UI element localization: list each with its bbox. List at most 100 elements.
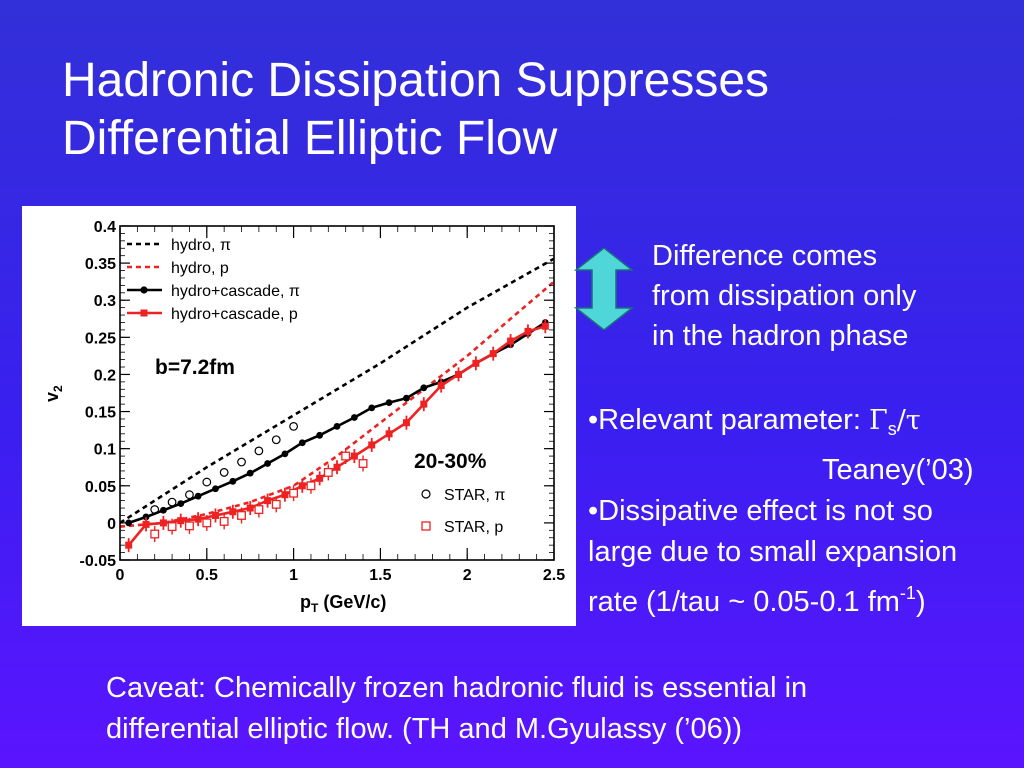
elliptic-flow-chart: -0.05 0 0.05 0.1 0.15 0.2 0.25 0.3 0.35 0.4 0 0.5 1 1…: [22, 206, 576, 626]
bullet-2-line-2: large due to small expansion: [588, 536, 958, 568]
x-tick-label: 1.5: [369, 567, 391, 584]
difference-note: Difference comes from dissipation only i…: [652, 236, 1022, 356]
star-pi-point: [202, 477, 212, 487]
star-pi-point: [271, 435, 281, 445]
y-tick-label: -0.05: [80, 553, 117, 570]
hydro-cascade-p-point: [159, 519, 167, 527]
impact-parameter-label: b=7.2fm: [155, 356, 235, 379]
difference-note-line-3: in the hadron phase: [652, 320, 909, 352]
star-pi-point: [150, 505, 160, 514]
y-tick-label: 0: [107, 516, 116, 533]
y-axis-label-main: v: [42, 392, 62, 402]
x-tick-label: 0.5: [196, 567, 218, 584]
hydro-cascade-pi-point: [246, 469, 254, 477]
double-headed-arrow-icon: [574, 248, 634, 330]
star-pi-point: [185, 490, 194, 500]
y-tick-label: 0.15: [85, 405, 116, 422]
teaney-citation: Teaney(’03): [822, 454, 974, 486]
legend-marker: [421, 521, 431, 531]
hydro-cascade-p-point: [298, 482, 306, 490]
hydro-cascade-p-point: [524, 327, 532, 335]
hydro-cascade-p-point: [177, 517, 185, 525]
hydro-cascade-p-point: [125, 541, 133, 549]
star-p-point: [219, 516, 229, 526]
difference-note-line-1: Difference comes: [652, 240, 878, 272]
hydro-cascade-p-point: [194, 515, 202, 523]
hydro-cascade-p-point: [229, 508, 237, 516]
gamma-symbol: Γ: [868, 405, 888, 436]
hydro-cascade-pi-point: [160, 506, 167, 514]
star-pi-point: [167, 497, 177, 507]
x-axis-label: pT (GeV/c): [300, 592, 386, 615]
bullet-1-text: Relevant parameter:: [598, 404, 869, 436]
y-tick-label: 0.25: [85, 330, 116, 347]
star-p-point: [150, 529, 160, 539]
hydro-cascade-pi-point: [264, 460, 271, 467]
star-p-point: [306, 481, 316, 491]
star-p-point: [358, 459, 368, 468]
y-tick-label: 0.35: [85, 256, 116, 273]
legend-marker: [140, 309, 148, 317]
hydro-cascade-p-point: [246, 504, 254, 512]
hydro-cascade-p-point: [385, 430, 393, 438]
hydro-cascade-pi-point: [298, 439, 306, 447]
legend-label: hydro, π: [171, 237, 231, 254]
star-p-point: [341, 451, 351, 461]
x-tick-label: 0: [116, 567, 125, 584]
hydro-cascade-p-point: [316, 474, 324, 482]
bullet-2-line-1: Dissipative effect is not so: [598, 495, 933, 527]
star-p-point: [289, 488, 299, 498]
legend-marker: [140, 286, 148, 294]
legend-label: hydro, p: [171, 260, 229, 277]
y-tick-label: 0.1: [94, 442, 116, 459]
hydro-cascade-pi-point: [212, 485, 219, 493]
hydro-cascade-p-point: [437, 382, 445, 390]
hydro-cascade-pi-point: [403, 394, 410, 402]
series-line-hydro-p: [119, 280, 555, 528]
bullet-2-line-3-close: ): [915, 586, 926, 618]
bullet-dissipative-effect: •Dissipative effect is not so: [588, 491, 1020, 532]
hydro-cascade-p-point: [507, 337, 515, 345]
inverse-fm-superscript: -1: [899, 583, 916, 603]
x-tick-label: 2.5: [543, 567, 565, 584]
hydro-cascade-p-point: [142, 520, 150, 528]
hydro-cascade-p-point: [489, 350, 497, 358]
hydro-cascade-p-point: [402, 419, 410, 427]
y-tick-label: 0.05: [85, 479, 116, 496]
bullet-list: •Relevant parameter: Γs/τ Teaney(’03) •D…: [588, 400, 1020, 623]
star-pi-point: [289, 421, 299, 431]
legend-label: STAR, p: [444, 519, 503, 536]
x-tick-label: 1: [289, 567, 298, 584]
caveat-line-2: differential elliptic flow. (TH and M.Gy…: [106, 713, 743, 745]
hydro-cascade-pi-point: [350, 414, 358, 421]
star-pi-point: [254, 446, 264, 456]
slide-title: Hadronic Dissipation Suppresses Differen…: [62, 52, 962, 168]
hydro-cascade-p-point: [455, 370, 463, 378]
legend-marker: [421, 489, 431, 499]
x-axis-label-unit: (GeV/c): [318, 592, 386, 612]
bullet-marker: •: [588, 404, 599, 436]
star-pi-point: [237, 457, 246, 467]
x-axis-label-main: p: [300, 592, 311, 612]
hydro-cascade-p-point: [368, 441, 376, 449]
hydro-cascade-pi-point: [229, 477, 237, 485]
y-axis-label-sub: 2: [51, 385, 65, 392]
slide-title-line-1: Hadronic Dissipation Suppresses: [62, 54, 770, 107]
hydro-cascade-pi-point: [385, 399, 393, 407]
star-p-point: [254, 505, 264, 514]
star-p-point: [237, 511, 246, 520]
star-pi-point: [219, 468, 229, 477]
legend-label: hydro+cascade, p: [171, 306, 298, 323]
hydro-cascade-p-point: [541, 322, 549, 330]
hydro-cascade-p-point: [420, 400, 428, 408]
hydro-cascade-pi-point: [316, 431, 324, 439]
plot-frame: [119, 225, 555, 561]
x-axis-label-sub: T: [311, 601, 319, 615]
hydro-cascade-pi-point: [333, 423, 341, 430]
y-axis-label: v2: [42, 385, 65, 402]
hydro-cascade-pi-point: [142, 513, 150, 521]
series-line-hydro-pi: [119, 257, 555, 524]
bullet-2-line-3-text: rate (1/tau ~ 0.05-0.1 fm: [588, 586, 900, 618]
centrality-label: 20-30%: [414, 450, 487, 473]
